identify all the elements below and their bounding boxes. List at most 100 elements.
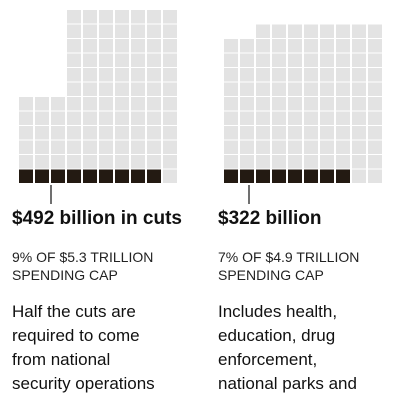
waffle-cell <box>352 155 366 169</box>
waffle-cell <box>352 97 366 111</box>
waffle-cell <box>99 97 113 111</box>
waffle-cell <box>99 39 113 53</box>
waffle-cell <box>19 111 33 125</box>
defense-panel: $492 billion in cuts 9% OF $5.3 TRILLION… <box>12 10 182 393</box>
waffle-cell <box>67 24 81 38</box>
waffle-cell <box>256 126 270 140</box>
waffle-cell <box>368 39 382 53</box>
waffle-cell <box>288 97 302 111</box>
waffle-cell <box>163 155 177 169</box>
waffle-cell <box>99 68 113 82</box>
waffle-cell <box>67 111 81 125</box>
waffle-cell <box>368 140 382 154</box>
waffle-cell <box>288 68 302 82</box>
waffle-cell <box>35 97 49 111</box>
waffle-cell <box>304 82 318 96</box>
waffle-cell <box>67 140 81 154</box>
waffle-cell <box>99 82 113 96</box>
waffle-cell <box>131 140 145 154</box>
waffle-cell <box>304 126 318 140</box>
waffle-cell <box>272 68 286 82</box>
waffle-cell <box>320 39 334 53</box>
waffle-cell <box>67 82 81 96</box>
waffle-cell-filled <box>272 169 286 183</box>
waffle-cell <box>240 68 254 82</box>
waffle-cell-filled <box>288 169 302 183</box>
waffle-cell <box>288 140 302 154</box>
waffle-cell <box>115 82 129 96</box>
waffle-cell <box>336 155 350 169</box>
waffle-cell <box>224 53 238 67</box>
waffle-cell <box>368 97 382 111</box>
waffle-cell <box>163 140 177 154</box>
waffle-cell <box>352 68 366 82</box>
waffle-cell <box>83 111 97 125</box>
waffle-cell <box>67 126 81 140</box>
waffle-cell <box>368 68 382 82</box>
waffle-cell <box>352 111 366 125</box>
waffle-cell <box>224 82 238 96</box>
waffle-cell <box>224 126 238 140</box>
waffle-cell <box>67 39 81 53</box>
waffle-cell-filled <box>99 169 113 183</box>
waffle-cell <box>35 111 49 125</box>
waffle-cell <box>288 155 302 169</box>
waffle-cell-filled <box>304 169 318 183</box>
waffle-cell <box>99 53 113 67</box>
waffle-cell <box>304 97 318 111</box>
waffle-cell <box>272 82 286 96</box>
waffle-cell <box>83 155 97 169</box>
waffle-cell <box>272 53 286 67</box>
waffle-cell-filled <box>115 169 129 183</box>
waffle-cell <box>147 82 161 96</box>
waffle-cell <box>336 126 350 140</box>
waffle-cell <box>272 97 286 111</box>
waffle-cell <box>115 68 129 82</box>
waffle-cell <box>35 126 49 140</box>
waffle-cell <box>115 97 129 111</box>
waffle-cell <box>19 155 33 169</box>
waffle-cell <box>115 140 129 154</box>
waffle-cell <box>224 39 238 53</box>
waffle-cell <box>35 155 49 169</box>
waffle-cell <box>272 140 286 154</box>
waffle-cell <box>304 24 318 38</box>
waffle-cell <box>336 24 350 38</box>
waffle-cell <box>272 111 286 125</box>
waffle-cell <box>240 155 254 169</box>
waffle-cell <box>147 97 161 111</box>
waffle-cell <box>288 39 302 53</box>
waffle-cell-filled <box>224 169 238 183</box>
waffle-cell <box>131 68 145 82</box>
waffle-cell <box>163 39 177 53</box>
waffle-cell <box>163 97 177 111</box>
waffle-cell <box>163 10 177 24</box>
waffle-cell <box>304 53 318 67</box>
waffle-cell <box>240 140 254 154</box>
waffle-cell <box>147 68 161 82</box>
waffle-cell <box>51 155 65 169</box>
waffle-chart-nondefense <box>224 24 382 204</box>
waffle-cell <box>288 82 302 96</box>
waffle-cell <box>147 140 161 154</box>
waffle-cell <box>288 111 302 125</box>
waffle-cell <box>67 10 81 24</box>
waffle-cell <box>83 10 97 24</box>
waffle-cell <box>352 82 366 96</box>
waffle-cell <box>320 155 334 169</box>
waffle-cell <box>304 140 318 154</box>
waffle-cell <box>352 39 366 53</box>
waffle-cell-filled <box>240 169 254 183</box>
waffle-cell <box>99 111 113 125</box>
waffle-cell <box>163 53 177 67</box>
waffle-cell <box>51 126 65 140</box>
waffle-cell <box>147 155 161 169</box>
waffle-cell-filled <box>320 169 334 183</box>
waffle-cell-filled <box>131 169 145 183</box>
waffle-cell <box>240 39 254 53</box>
waffle-cell <box>131 10 145 24</box>
waffle-cell <box>163 169 177 183</box>
waffle-cell-filled <box>19 169 33 183</box>
waffle-cell <box>240 97 254 111</box>
waffle-cell <box>320 53 334 67</box>
